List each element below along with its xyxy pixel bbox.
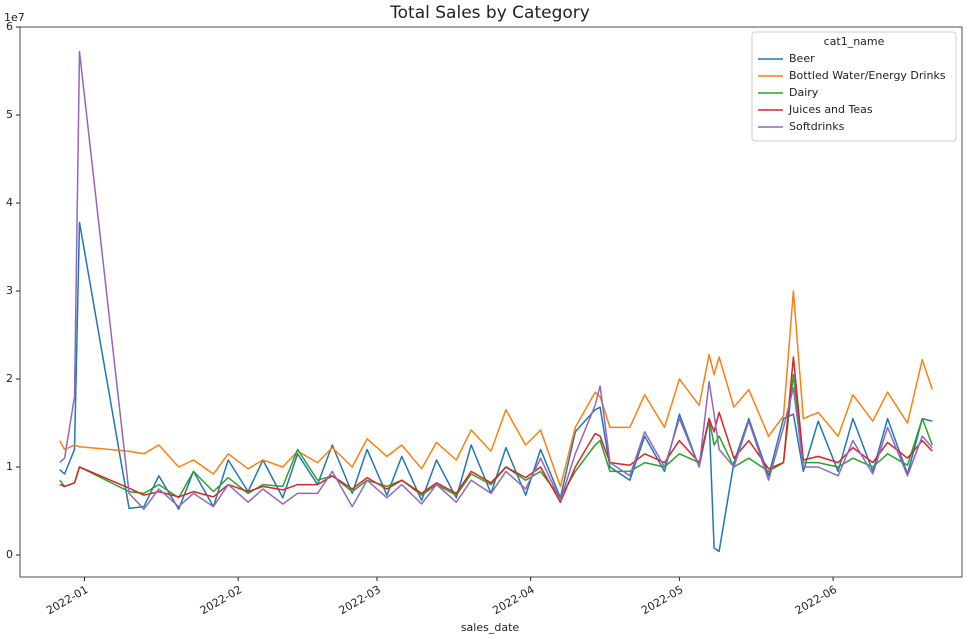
y-tick-label: 6 (6, 20, 13, 33)
y-tick-label: 5 (6, 108, 13, 121)
y-tick-label: 1 (6, 460, 13, 473)
y-tick-label: 0 (6, 548, 13, 561)
x-tick-label: 2022-04 (490, 583, 536, 617)
series-line (59, 290, 934, 488)
x-tick-label: 2022-05 (639, 583, 685, 617)
legend-title: cat1_name (824, 35, 885, 48)
legend-label: Softdrinks (789, 120, 845, 133)
legend-label: Beer (789, 52, 815, 65)
chart-title: Total Sales by Category (389, 3, 590, 23)
y-tick-label: 2 (6, 372, 13, 385)
x-axis-label: sales_date (461, 621, 520, 634)
legend-box (751, 31, 957, 142)
y-offset-label: 1e7 (4, 11, 25, 24)
legend-label: Juices and Teas (788, 103, 873, 116)
legend: cat1_name Beer Bottled Water/Energy Drinks… (751, 31, 957, 142)
y-tick-label: 3 (6, 284, 13, 297)
y-tick-label: 4 (6, 196, 13, 209)
series-line (59, 50, 933, 510)
legend-label: Dairy (789, 86, 819, 99)
x-tick-label: 2022-06 (793, 583, 839, 617)
x-tick-label: 2022-03 (337, 583, 383, 617)
legend-label: Bottled Water/Energy Drinks (789, 69, 946, 82)
x-tick-label: 2022-02 (198, 583, 244, 617)
axes-frame (19, 26, 963, 578)
series-line (59, 373, 934, 499)
x-tick-label: 2022-01 (44, 583, 90, 617)
